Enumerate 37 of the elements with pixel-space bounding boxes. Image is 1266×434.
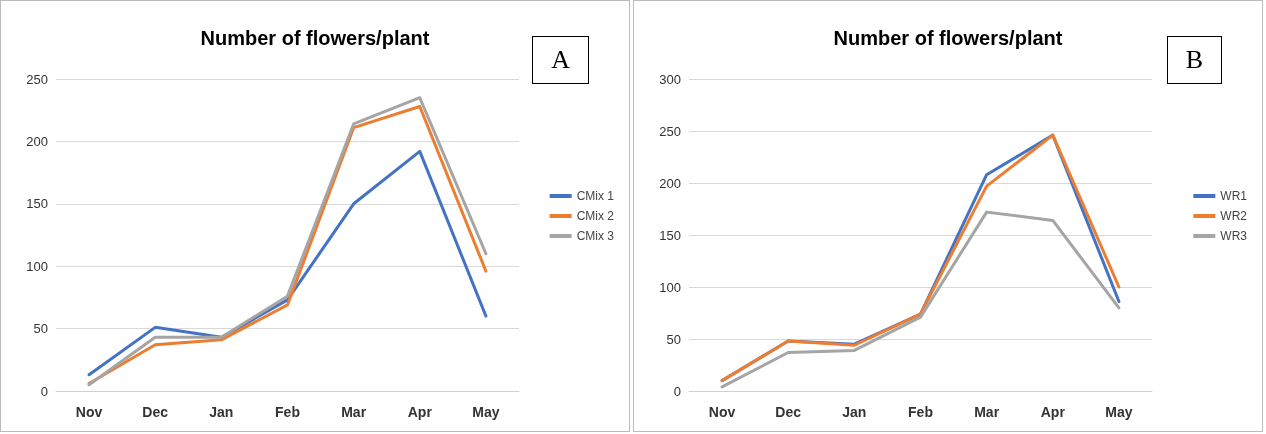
legend-label: CMix 3 bbox=[576, 229, 615, 243]
y-tick-label: 200 bbox=[659, 175, 681, 191]
x-tick-label: May bbox=[472, 404, 500, 420]
y-tick-label: 250 bbox=[659, 123, 681, 139]
y-tick-label: 100 bbox=[26, 258, 48, 274]
y-tick-label: 50 bbox=[33, 321, 48, 337]
legend-label: CMix 2 bbox=[576, 209, 615, 223]
chart-title: Number of flowers/plant bbox=[200, 27, 430, 49]
x-tick-label: Jan bbox=[209, 404, 234, 420]
text: A bbox=[532, 36, 589, 84]
y-tick-label: 150 bbox=[659, 227, 681, 243]
y-tick-label: 0 bbox=[40, 383, 48, 399]
y-tick-label: 0 bbox=[673, 383, 681, 399]
y-tick-label: 150 bbox=[26, 196, 48, 212]
x-tick-label: Nov bbox=[708, 404, 736, 420]
x-tick-label: Feb bbox=[908, 404, 933, 420]
x-tick-label: May bbox=[1105, 404, 1133, 420]
x-tick-label: Apr bbox=[407, 404, 433, 420]
y-tick-label: 50 bbox=[666, 331, 681, 347]
y-tick-label: 250 bbox=[26, 71, 48, 87]
chart-title: Number of flowers/plant bbox=[833, 27, 1063, 49]
x-tick-label: Mar bbox=[341, 404, 367, 420]
legend-label: CMix 1 bbox=[576, 189, 615, 203]
legend-label: WR3 bbox=[1220, 229, 1248, 243]
text: B bbox=[1166, 36, 1222, 84]
x-tick-label: Dec bbox=[142, 404, 169, 420]
legend-label: WR1 bbox=[1220, 189, 1248, 203]
y-tick-label: 100 bbox=[659, 279, 681, 295]
x-tick-label: Apr bbox=[1040, 404, 1066, 420]
x-tick-label: Nov bbox=[75, 404, 103, 420]
legend-label: WR2 bbox=[1220, 209, 1248, 223]
x-tick-label: Mar bbox=[974, 404, 1000, 420]
y-tick-label: 300 bbox=[659, 71, 681, 87]
x-tick-label: Feb bbox=[275, 404, 300, 420]
y-tick-label: 200 bbox=[26, 133, 48, 149]
x-tick-label: Jan bbox=[842, 404, 867, 420]
x-tick-label: Dec bbox=[775, 404, 802, 420]
